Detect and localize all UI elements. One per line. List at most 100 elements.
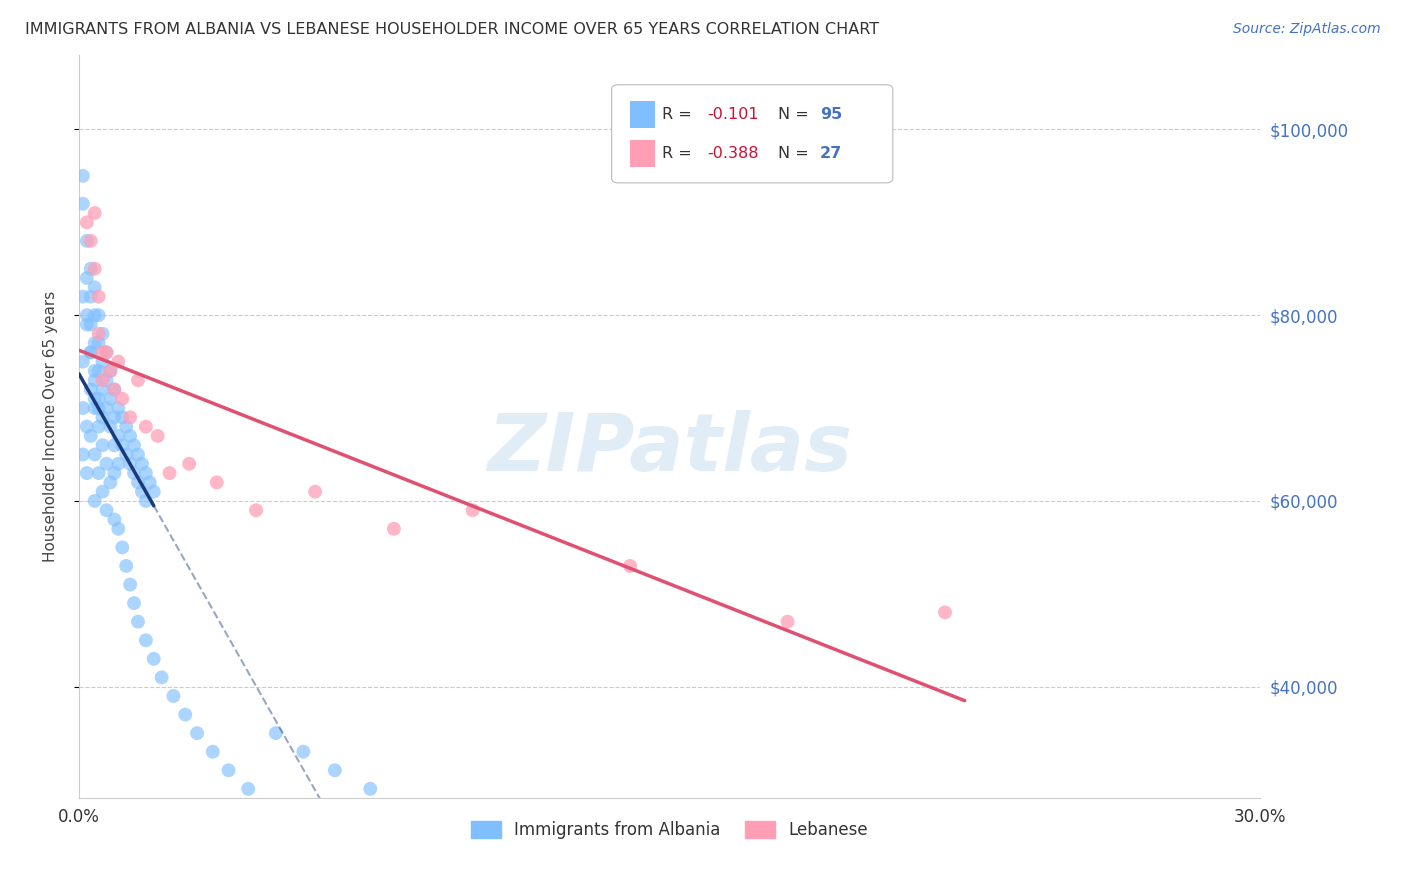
Point bbox=[76, 318, 98, 332]
Point bbox=[111, 438, 134, 452]
Point bbox=[127, 475, 149, 490]
Text: R =: R = bbox=[662, 107, 692, 121]
Point bbox=[83, 308, 105, 322]
Point bbox=[87, 308, 110, 322]
Point bbox=[100, 364, 122, 378]
Point bbox=[107, 429, 129, 443]
Point bbox=[122, 438, 145, 452]
Point bbox=[205, 475, 228, 490]
Point bbox=[76, 466, 98, 480]
Point bbox=[115, 448, 138, 462]
Point bbox=[80, 345, 103, 359]
Text: 27: 27 bbox=[820, 146, 842, 161]
Point bbox=[83, 401, 105, 415]
Point bbox=[122, 596, 145, 610]
Point bbox=[96, 373, 118, 387]
Point bbox=[100, 475, 122, 490]
Point bbox=[76, 215, 98, 229]
Point bbox=[96, 345, 118, 359]
Text: Source: ZipAtlas.com: Source: ZipAtlas.com bbox=[1233, 22, 1381, 37]
Point bbox=[174, 707, 197, 722]
Point bbox=[135, 633, 157, 648]
Y-axis label: Householder Income Over 65 years: Householder Income Over 65 years bbox=[44, 291, 58, 562]
Point bbox=[72, 196, 94, 211]
Text: ZIPatlas: ZIPatlas bbox=[486, 410, 852, 488]
Point bbox=[103, 512, 125, 526]
Point bbox=[100, 392, 122, 406]
Text: IMMIGRANTS FROM ALBANIA VS LEBANESE HOUSEHOLDER INCOME OVER 65 YEARS CORRELATION: IMMIGRANTS FROM ALBANIA VS LEBANESE HOUS… bbox=[25, 22, 879, 37]
Point bbox=[395, 800, 418, 814]
Point bbox=[72, 290, 94, 304]
Point bbox=[179, 457, 201, 471]
Point bbox=[122, 466, 145, 480]
Text: N =: N = bbox=[778, 107, 808, 121]
Point bbox=[96, 457, 118, 471]
Point bbox=[80, 383, 103, 397]
Point bbox=[120, 410, 142, 425]
Point bbox=[135, 419, 157, 434]
Point bbox=[83, 494, 105, 508]
Point bbox=[422, 819, 444, 833]
Point bbox=[103, 466, 125, 480]
Point bbox=[103, 438, 125, 452]
Point bbox=[80, 290, 103, 304]
Point bbox=[461, 503, 484, 517]
Point bbox=[162, 689, 184, 703]
Point bbox=[72, 169, 94, 183]
Point bbox=[127, 615, 149, 629]
Point bbox=[135, 494, 157, 508]
Point bbox=[80, 318, 103, 332]
Point bbox=[87, 466, 110, 480]
Point bbox=[83, 206, 105, 220]
Text: -0.388: -0.388 bbox=[707, 146, 759, 161]
Point bbox=[80, 234, 103, 248]
Point bbox=[80, 345, 103, 359]
Point bbox=[87, 336, 110, 351]
Point bbox=[218, 764, 240, 778]
Point bbox=[159, 466, 181, 480]
Point bbox=[91, 345, 114, 359]
Point bbox=[76, 234, 98, 248]
Point bbox=[131, 457, 153, 471]
Point bbox=[934, 606, 956, 620]
Text: R =: R = bbox=[662, 146, 692, 161]
Point bbox=[139, 475, 162, 490]
Text: N =: N = bbox=[778, 146, 808, 161]
Point bbox=[186, 726, 208, 740]
Point bbox=[80, 429, 103, 443]
Point bbox=[150, 670, 173, 684]
Point bbox=[91, 484, 114, 499]
Point bbox=[83, 280, 105, 294]
Point bbox=[91, 326, 114, 341]
Point bbox=[83, 448, 105, 462]
Point bbox=[91, 410, 114, 425]
Point bbox=[120, 429, 142, 443]
Point bbox=[120, 577, 142, 591]
Point bbox=[72, 448, 94, 462]
Point bbox=[103, 383, 125, 397]
Point bbox=[292, 745, 315, 759]
Point bbox=[107, 522, 129, 536]
Point bbox=[619, 558, 641, 573]
Point bbox=[103, 410, 125, 425]
Point bbox=[107, 457, 129, 471]
Text: 95: 95 bbox=[820, 107, 842, 121]
Point bbox=[382, 522, 405, 536]
Point bbox=[96, 401, 118, 415]
Point bbox=[72, 354, 94, 368]
Point bbox=[83, 392, 105, 406]
Legend: Immigrants from Albania, Lebanese: Immigrants from Albania, Lebanese bbox=[464, 814, 875, 846]
Point bbox=[142, 484, 165, 499]
Point bbox=[100, 364, 122, 378]
Point bbox=[87, 290, 110, 304]
Point bbox=[245, 503, 267, 517]
Point bbox=[91, 354, 114, 368]
Point bbox=[127, 448, 149, 462]
Point bbox=[107, 401, 129, 415]
Point bbox=[115, 419, 138, 434]
Point bbox=[87, 401, 110, 415]
Point bbox=[91, 373, 114, 387]
Point bbox=[359, 781, 381, 796]
Point bbox=[131, 484, 153, 499]
Point bbox=[103, 383, 125, 397]
